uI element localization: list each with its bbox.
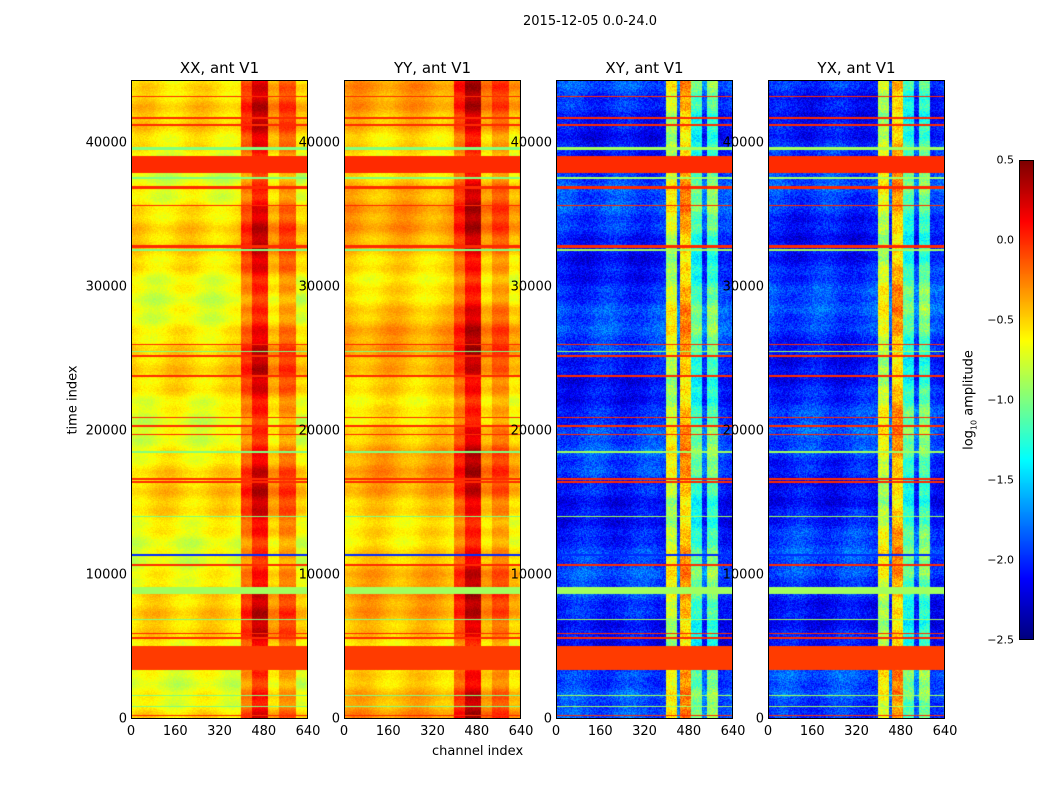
colorbar-label-rest: amplitude bbox=[961, 350, 977, 420]
heatmap-image bbox=[345, 81, 520, 718]
y-tick-label: 10000 bbox=[298, 567, 340, 583]
x-tick-label: 640 bbox=[295, 724, 321, 739]
x-axis-label: channel index bbox=[432, 744, 524, 759]
x-tick-label: 640 bbox=[932, 724, 958, 739]
x-tick-label: 480 bbox=[676, 724, 702, 739]
x-tick-label: 320 bbox=[420, 724, 445, 739]
y-axis-label: time index bbox=[65, 365, 81, 435]
colorbar bbox=[1019, 160, 1034, 640]
colorbar-tick-label: 0.0 bbox=[996, 233, 1015, 247]
colorbar-label-sub: 10 bbox=[969, 419, 979, 431]
y-tick-label: 0 bbox=[118, 711, 127, 727]
y-tick-label: 40000 bbox=[85, 135, 127, 151]
colorbar-tick-label: −0.5 bbox=[987, 313, 1014, 327]
x-tick-label: 480 bbox=[464, 724, 490, 739]
x-tick-label: 640 bbox=[508, 724, 534, 739]
x-tick-label: 0 bbox=[126, 724, 136, 739]
colorbar-tick-label: 0.5 bbox=[996, 153, 1015, 167]
y-tick-label: 10000 bbox=[722, 567, 764, 583]
panel-title: YY, ant V1 bbox=[393, 59, 471, 77]
y-tick-label: 40000 bbox=[298, 135, 340, 151]
heatmap-image bbox=[557, 81, 732, 718]
colorbar-tick-label: −2.5 bbox=[987, 633, 1014, 647]
panel-title: YX, ant V1 bbox=[817, 59, 896, 77]
colorbar-gradient bbox=[1020, 161, 1033, 639]
x-tick-label: 160 bbox=[587, 724, 613, 739]
colorbar-tick-label: −2.0 bbox=[987, 553, 1014, 567]
colorbar-label-base: log bbox=[961, 430, 977, 450]
heatmap-panel-2 bbox=[556, 80, 733, 719]
heatmap-panel-0 bbox=[131, 80, 308, 719]
y-tick-label: 30000 bbox=[722, 279, 764, 295]
colorbar-label: log10 amplitude bbox=[962, 350, 979, 450]
x-tick-label: 160 bbox=[799, 724, 825, 739]
y-tick-label: 20000 bbox=[85, 423, 127, 439]
y-tick-label: 20000 bbox=[722, 423, 764, 439]
heatmap-image bbox=[132, 81, 307, 718]
x-tick-label: 480 bbox=[251, 724, 277, 739]
x-tick-label: 0 bbox=[763, 724, 773, 739]
y-tick-label: 0 bbox=[543, 711, 552, 727]
x-tick-label: 480 bbox=[888, 724, 914, 739]
y-tick-label: 20000 bbox=[298, 423, 340, 439]
y-tick-label: 30000 bbox=[510, 279, 552, 295]
heatmap-image bbox=[769, 81, 944, 718]
heatmap-panel-3 bbox=[768, 80, 945, 719]
panel-title: XX, ant V1 bbox=[179, 59, 260, 77]
y-tick-label: 10000 bbox=[85, 567, 127, 583]
x-tick-label: 320 bbox=[844, 724, 869, 739]
y-tick-label: 40000 bbox=[510, 135, 552, 151]
y-tick-label: 20000 bbox=[510, 423, 552, 439]
x-tick-label: 160 bbox=[375, 724, 401, 739]
x-tick-label: 320 bbox=[632, 724, 657, 739]
x-tick-label: 320 bbox=[207, 724, 232, 739]
x-tick-label: 160 bbox=[162, 724, 188, 739]
heatmap-panel-1 bbox=[344, 80, 521, 719]
y-tick-label: 40000 bbox=[722, 135, 764, 151]
y-tick-label: 30000 bbox=[298, 279, 340, 295]
x-tick-label: 0 bbox=[551, 724, 561, 739]
panel-title: XY, ant V1 bbox=[605, 59, 684, 77]
colorbar-tick-label: −1.5 bbox=[987, 473, 1014, 487]
y-tick-label: 0 bbox=[755, 711, 764, 727]
x-tick-label: 0 bbox=[339, 724, 349, 739]
y-tick-label: 0 bbox=[331, 711, 340, 727]
y-tick-label: 10000 bbox=[510, 567, 552, 583]
figure-suptitle: 2015-12-05 0.0-24.0 bbox=[523, 14, 657, 29]
x-tick-label: 640 bbox=[720, 724, 746, 739]
colorbar-tick-label: −1.0 bbox=[987, 393, 1014, 407]
y-tick-label: 30000 bbox=[85, 279, 127, 295]
